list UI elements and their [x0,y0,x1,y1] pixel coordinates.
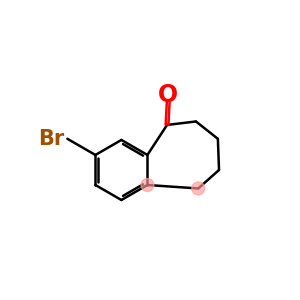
Circle shape [192,182,205,195]
Text: Br: Br [38,129,64,149]
Circle shape [141,178,154,191]
Text: O: O [158,83,178,107]
